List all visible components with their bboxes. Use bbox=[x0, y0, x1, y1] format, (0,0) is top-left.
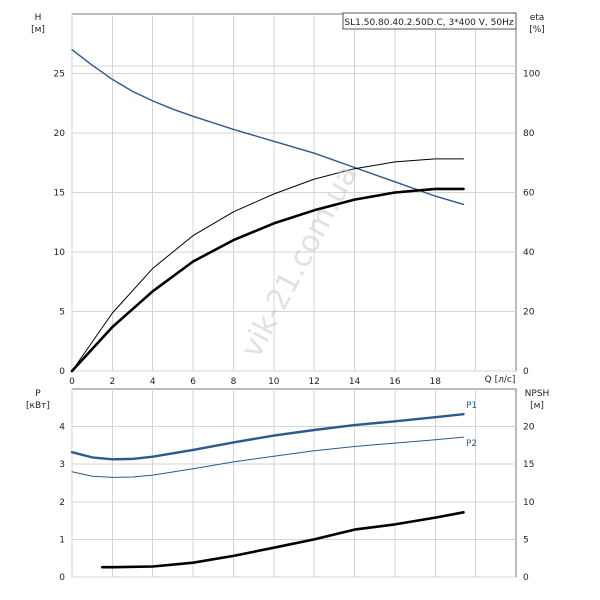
left-tick-label: 1 bbox=[59, 535, 65, 545]
x-tick-label: 2 bbox=[109, 377, 115, 387]
left-tick-label: 10 bbox=[54, 248, 66, 258]
power-axis-unit: [кВт] bbox=[26, 401, 50, 411]
left-tick-label: 3 bbox=[59, 460, 65, 470]
head-axis-unit: [м] bbox=[31, 25, 45, 35]
left-tick-label: 25 bbox=[54, 70, 65, 80]
left-tick-label: 2 bbox=[59, 498, 65, 508]
series-curve-0 bbox=[71, 49, 465, 206]
head-efficiency-panel: 0 2 4 6 8 10 12 14 16 18 0 5 10 15 20 25 0 20 40 60 80 100 bbox=[54, 13, 540, 387]
watermark: vik-21.com.ua bbox=[234, 159, 365, 364]
left-tick-label: 20 bbox=[54, 129, 66, 139]
left-tick-label: 0 bbox=[59, 367, 65, 377]
x-tick-label: 14 bbox=[349, 377, 361, 387]
power-npsh-panel: 0 1 2 3 4 0 5 10 15 20 bbox=[59, 388, 535, 583]
series-curve-2 bbox=[101, 510, 465, 569]
p1-series-label: P1 bbox=[466, 401, 477, 411]
x-tick-label: 10 bbox=[268, 377, 280, 387]
power-axis-label: P bbox=[35, 389, 41, 399]
series-curve-2 bbox=[71, 158, 464, 372]
right-tick-label: 10 bbox=[523, 498, 535, 508]
head-axis-label: H bbox=[35, 13, 42, 23]
eta-axis-label: eta bbox=[530, 13, 545, 23]
right-tick-label: 20 bbox=[523, 423, 535, 433]
right-tick-label: 40 bbox=[523, 248, 535, 258]
x-tick-label: 8 bbox=[231, 377, 237, 387]
right-tick-label: 80 bbox=[523, 129, 535, 139]
left-tick-label: 5 bbox=[59, 308, 65, 318]
x-tick-label: 18 bbox=[430, 377, 442, 387]
right-tick-label: 5 bbox=[523, 535, 529, 545]
npsh-axis-label: NPSH bbox=[525, 389, 550, 399]
left-tick-label: 0 bbox=[59, 573, 65, 583]
npsh-axis-unit: [м] bbox=[530, 401, 544, 411]
right-tick-label: 100 bbox=[523, 70, 540, 80]
right-tick-label: 60 bbox=[523, 189, 535, 199]
x-tick-label: 16 bbox=[389, 377, 401, 387]
left-tick-label: 15 bbox=[54, 189, 65, 199]
plot-frame bbox=[71, 388, 517, 578]
chart-title-box bbox=[342, 12, 517, 30]
right-tick-label: 0 bbox=[523, 367, 529, 377]
x-tick-label: 4 bbox=[150, 377, 156, 387]
series-curve-1 bbox=[70, 187, 465, 373]
x-tick-label: 6 bbox=[190, 377, 196, 387]
left-tick-label: 4 bbox=[59, 423, 65, 433]
right-tick-label: 0 bbox=[523, 573, 529, 583]
p2-curve bbox=[71, 436, 464, 478]
chart-title: SL1.50.80.40.2.50D.C, 3*400 V, 50Hz bbox=[344, 18, 513, 28]
eta-axis-unit: [%] bbox=[529, 25, 545, 35]
p1-curve bbox=[70, 413, 465, 461]
right-tick-label: 15 bbox=[523, 460, 534, 470]
p2-series-label: P2 bbox=[466, 439, 477, 449]
flow-axis-label: Q [л/с] bbox=[485, 375, 516, 385]
x-tick-label: 0 bbox=[69, 377, 75, 387]
right-tick-label: 20 bbox=[523, 308, 535, 318]
x-tick-label: 12 bbox=[308, 377, 319, 387]
